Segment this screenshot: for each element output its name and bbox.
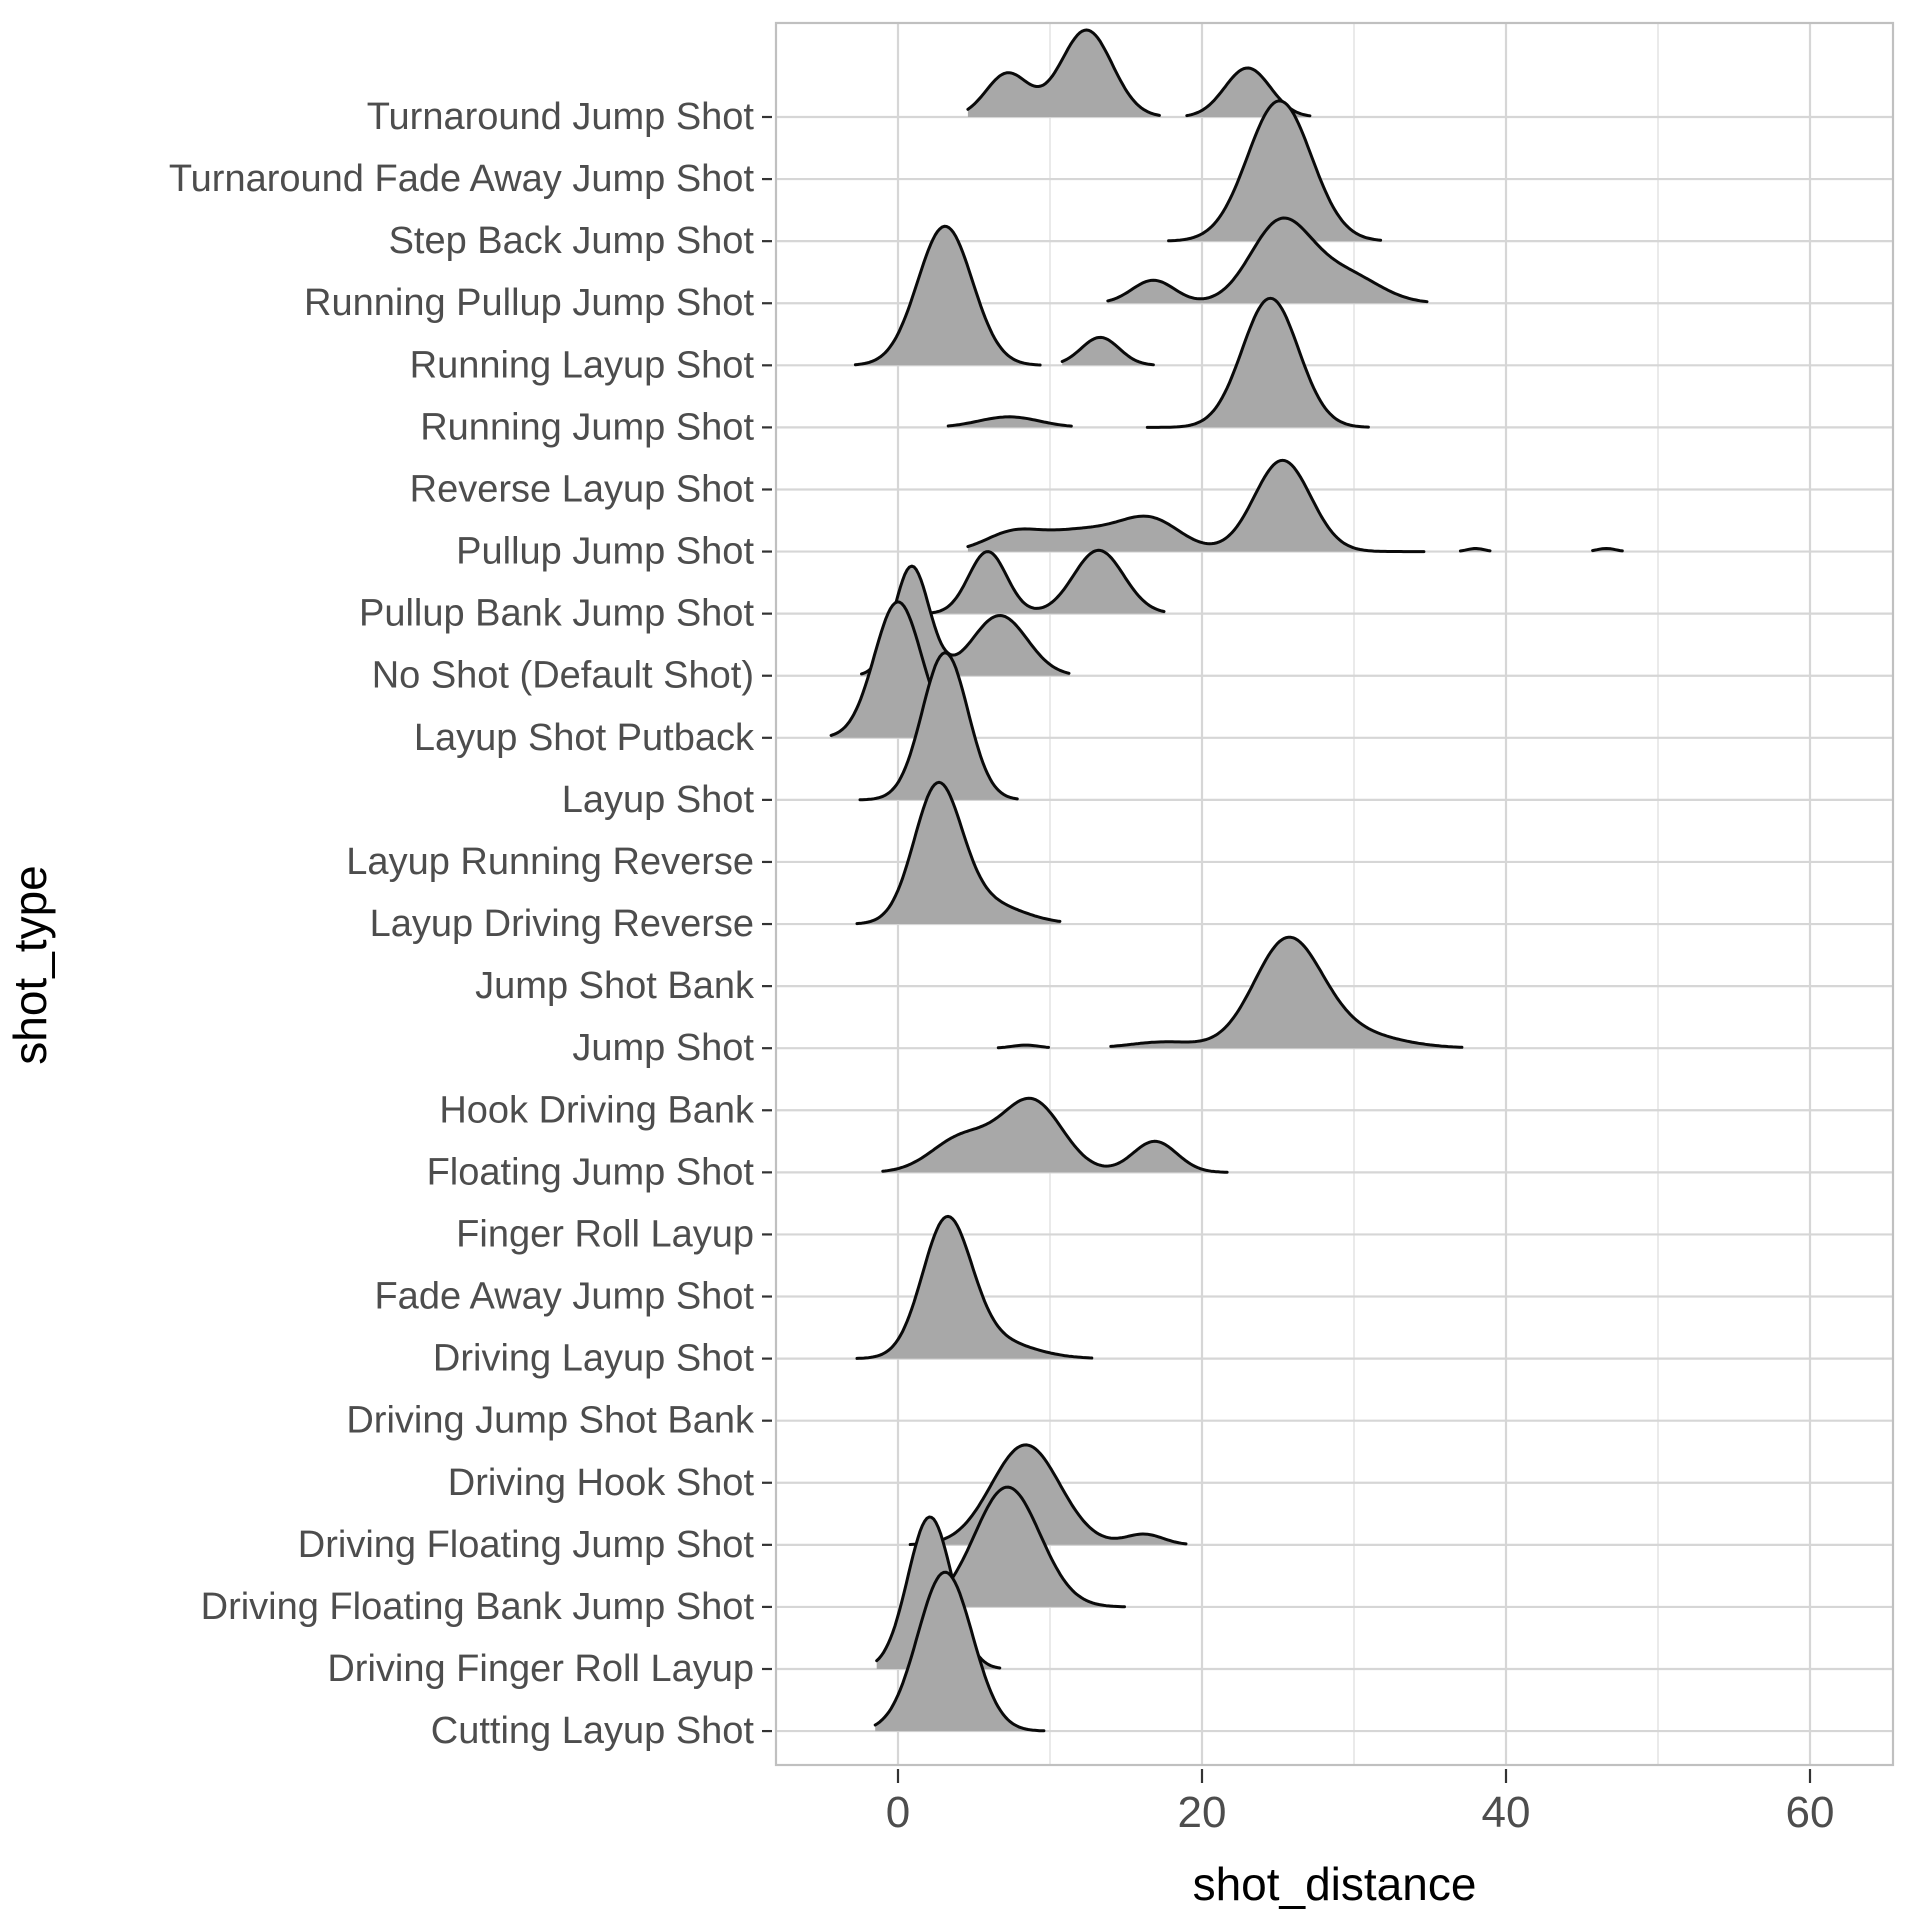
density-area — [882, 1098, 1228, 1173]
y-axis-label: Driving Floating Jump Shot — [298, 1524, 755, 1566]
density-outline — [996, 1043, 1050, 1050]
y-axis-labels: Turnaround Jump Shot Turnaround Fade Away… — [169, 96, 755, 1752]
density-ridges — [829, 28, 1624, 1733]
y-axis-label: Fade Away Jump Shot — [374, 1276, 754, 1318]
y-axis-label: Driving Jump Shot Bank — [346, 1400, 755, 1442]
x-tick-label: 0 — [886, 1788, 910, 1837]
y-axis-label: Jump Shot — [572, 1027, 754, 1069]
density-area — [857, 1216, 1093, 1359]
y-axis-label: Layup Running Reverse — [346, 841, 754, 883]
density-outline — [858, 651, 1019, 802]
y-axis-label: Cutting Layup Shot — [431, 1710, 755, 1752]
y-axis-label: Driving Finger Roll Layup — [327, 1648, 754, 1690]
density-area — [948, 416, 1073, 428]
y-axis-label: Driving Floating Bank Jump Shot — [201, 1586, 755, 1628]
y-axis-label: Driving Hook Shot — [448, 1462, 755, 1504]
y-axis-label: No Shot (Default Shot) — [372, 655, 754, 697]
density-area — [1168, 100, 1382, 242]
x-axis-title: shot_distance — [1193, 1858, 1477, 1910]
density-outline — [908, 1443, 1188, 1546]
y-axis-label: Hook Driving Bank — [439, 1089, 755, 1131]
density-outline — [873, 1570, 1046, 1733]
density-area — [1147, 298, 1370, 428]
y-axis-label: Running Jump Shot — [420, 406, 754, 448]
density-area — [857, 782, 1061, 924]
density-area — [1110, 937, 1464, 1049]
y-axis-label: Turnaround Jump Shot — [367, 96, 755, 138]
density-outline — [1060, 335, 1155, 367]
y-axis-label: Driving Layup Shot — [433, 1338, 755, 1380]
y-axis-label: Pullup Bank Jump Shot — [359, 593, 754, 635]
y-axis-label: Step Back Jump Shot — [389, 220, 755, 262]
y-axis-label: Running Pullup Jump Shot — [304, 282, 754, 324]
density-outline — [966, 458, 1426, 554]
density-outline — [1109, 935, 1464, 1049]
density-outline — [855, 780, 1062, 926]
y-axis-label: Reverse Layup Shot — [410, 468, 755, 510]
y-axis-label: Jump Shot Bank — [475, 965, 755, 1007]
panel-border — [774, 21, 1895, 1767]
y-axis-title: shot_type — [4, 865, 56, 1064]
axis-ticks — [762, 115, 1812, 1783]
density-area — [860, 652, 1019, 800]
density-outline — [1106, 216, 1429, 304]
y-axis-label: Finger Roll Layup — [456, 1213, 754, 1255]
y-axis-label: Layup Shot Putback — [414, 717, 755, 759]
density-area — [910, 1444, 1187, 1545]
density-outline — [855, 1214, 1094, 1360]
y-axis-label: Layup Driving Reverse — [370, 903, 754, 945]
density-outline — [929, 548, 1166, 615]
y-axis-label: Floating Jump Shot — [427, 1151, 755, 1193]
density-area — [1107, 218, 1427, 304]
density-outline — [946, 415, 1073, 428]
y-axis-label: Layup Shot — [562, 779, 755, 821]
density-outline — [966, 28, 1161, 117]
y-axis-label: Pullup Jump Shot — [456, 531, 754, 573]
x-tick-label: 20 — [1178, 1788, 1227, 1837]
density-outline — [1458, 547, 1492, 553]
density-outline — [1145, 296, 1370, 429]
x-tick-label: 60 — [1786, 1788, 1835, 1837]
density-area — [931, 550, 1166, 614]
x-tick-label: 40 — [1482, 1788, 1531, 1837]
density-outline — [1591, 547, 1624, 553]
density-area — [875, 1572, 1046, 1732]
density-area — [905, 1487, 1125, 1607]
density-area — [855, 226, 1041, 366]
y-axis-label: Turnaround Fade Away Jump Shot — [169, 158, 755, 200]
x-axis-labels: 0 20 40 60 — [886, 1788, 1835, 1837]
density-outline — [1167, 99, 1383, 243]
y-axis-label: Running Layup Shot — [410, 344, 755, 386]
panel-border-rect — [774, 21, 1895, 1767]
density-outline — [853, 224, 1042, 367]
density-outline — [881, 1096, 1229, 1174]
density-area — [967, 30, 1161, 117]
